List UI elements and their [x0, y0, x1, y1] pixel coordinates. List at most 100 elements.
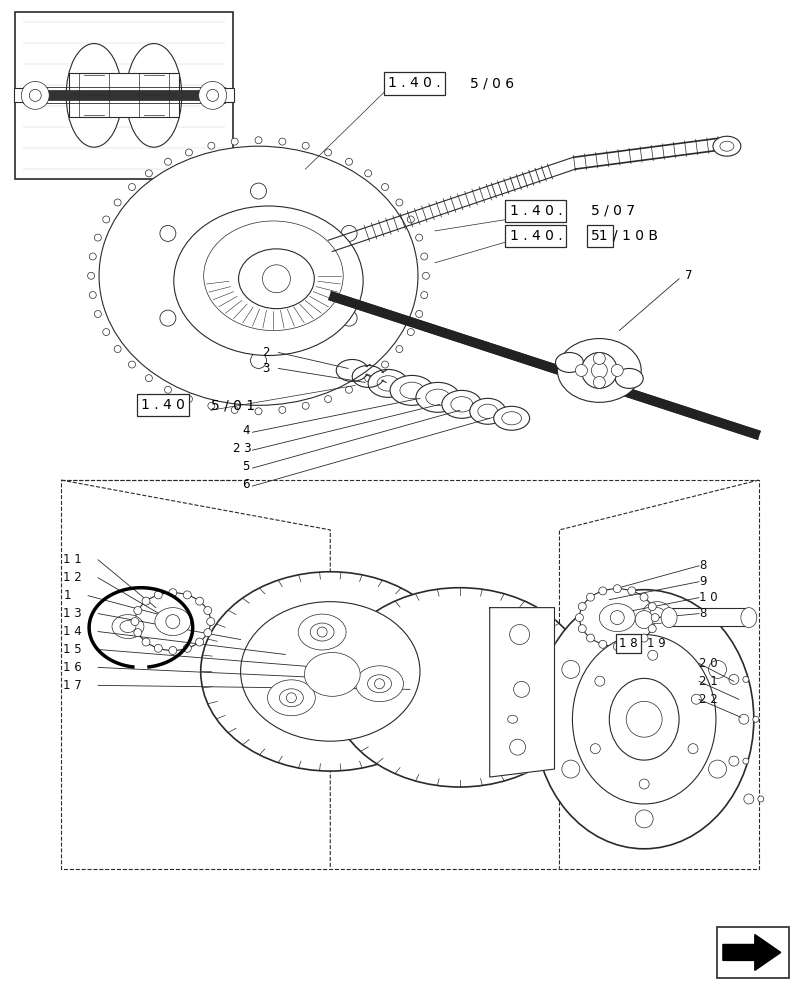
Ellipse shape [615, 368, 642, 388]
Ellipse shape [238, 249, 314, 309]
Ellipse shape [534, 590, 753, 849]
Circle shape [639, 634, 647, 642]
Circle shape [255, 408, 262, 415]
Text: 2: 2 [262, 346, 270, 359]
Ellipse shape [579, 589, 654, 646]
Circle shape [407, 216, 414, 223]
Circle shape [647, 625, 655, 633]
Circle shape [185, 396, 192, 403]
Circle shape [207, 618, 214, 626]
Text: 5 / 0 6: 5 / 0 6 [470, 76, 513, 90]
Circle shape [577, 603, 586, 611]
Ellipse shape [712, 136, 740, 156]
Ellipse shape [650, 608, 663, 618]
Circle shape [422, 272, 429, 279]
Circle shape [627, 640, 635, 648]
Ellipse shape [355, 666, 403, 702]
Circle shape [742, 758, 748, 764]
Circle shape [577, 625, 586, 633]
Ellipse shape [200, 572, 459, 771]
Circle shape [134, 629, 142, 637]
Circle shape [590, 744, 599, 754]
Bar [716, 927, 787, 978]
Circle shape [612, 643, 620, 650]
Ellipse shape [719, 141, 733, 151]
Ellipse shape [367, 675, 391, 693]
Ellipse shape [441, 390, 481, 418]
Bar [15, 88, 36, 102]
Circle shape [590, 362, 607, 378]
Circle shape [407, 329, 414, 336]
Circle shape [89, 253, 97, 260]
Text: 1 2: 1 2 [63, 571, 82, 584]
Circle shape [128, 361, 135, 368]
Circle shape [195, 638, 204, 646]
Bar [212, 88, 234, 102]
Text: 8: 8 [698, 559, 706, 572]
Circle shape [586, 634, 594, 642]
Text: 1 1: 1 1 [63, 553, 82, 566]
Circle shape [199, 81, 226, 109]
Circle shape [145, 170, 152, 177]
Circle shape [114, 199, 121, 206]
Circle shape [21, 81, 49, 109]
Circle shape [195, 597, 204, 605]
Text: 1 7: 1 7 [63, 679, 82, 692]
Circle shape [594, 676, 604, 686]
Circle shape [317, 627, 327, 637]
Circle shape [396, 346, 402, 353]
Circle shape [708, 660, 726, 678]
Circle shape [612, 585, 620, 593]
Text: 1 8: 1 8 [619, 637, 637, 650]
Circle shape [757, 796, 763, 802]
Bar [15, 12, 232, 179]
Circle shape [593, 376, 604, 388]
Circle shape [638, 779, 648, 789]
Circle shape [611, 364, 623, 376]
Polygon shape [722, 935, 779, 970]
Circle shape [286, 693, 296, 703]
Circle shape [88, 272, 94, 279]
Circle shape [647, 603, 655, 611]
Text: 2 2: 2 2 [698, 693, 717, 706]
Ellipse shape [507, 715, 517, 723]
Text: 5 / 0 7: 5 / 0 7 [590, 204, 634, 218]
Ellipse shape [112, 615, 144, 639]
Text: 1 . 4 0 .: 1 . 4 0 . [509, 204, 561, 218]
Circle shape [728, 674, 738, 684]
Circle shape [581, 353, 616, 388]
Circle shape [634, 810, 652, 828]
Circle shape [207, 89, 218, 101]
Circle shape [29, 89, 41, 101]
Ellipse shape [477, 404, 497, 418]
Circle shape [345, 158, 352, 165]
Circle shape [415, 234, 422, 241]
Circle shape [586, 593, 594, 601]
Circle shape [278, 406, 285, 413]
Circle shape [204, 629, 212, 637]
Text: 5 / 0 1: 5 / 0 1 [210, 398, 255, 412]
Ellipse shape [298, 614, 345, 650]
Circle shape [647, 650, 657, 660]
Bar [668, 608, 748, 626]
Ellipse shape [279, 689, 303, 707]
Circle shape [381, 361, 388, 368]
Circle shape [420, 253, 427, 260]
Circle shape [208, 142, 215, 149]
Circle shape [650, 614, 659, 622]
Polygon shape [328, 292, 759, 439]
Ellipse shape [642, 602, 670, 624]
Circle shape [255, 137, 262, 144]
Circle shape [341, 310, 357, 326]
Circle shape [513, 681, 529, 697]
Circle shape [165, 386, 171, 393]
Circle shape [345, 386, 352, 393]
Circle shape [561, 760, 579, 778]
Circle shape [610, 611, 624, 625]
Circle shape [185, 149, 192, 156]
Ellipse shape [425, 389, 449, 406]
Text: 3: 3 [262, 362, 269, 375]
Ellipse shape [608, 678, 678, 760]
Circle shape [154, 591, 162, 599]
Text: 7: 7 [684, 269, 692, 282]
